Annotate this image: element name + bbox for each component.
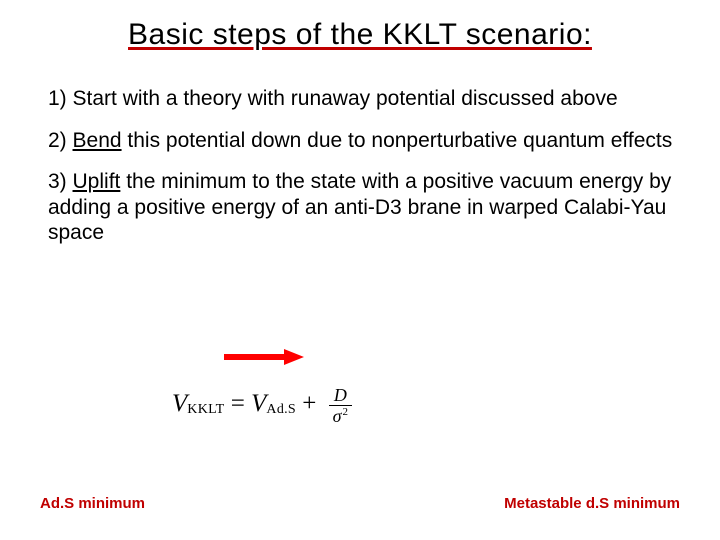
step-2-text: this potential down due to nonperturbati… [122, 129, 673, 152]
step-3-keyword: Uplift [73, 170, 121, 193]
eq-plus: + [296, 390, 323, 417]
equation: VKKLT = VAd.S + Dσ2 [172, 386, 352, 425]
eq-fraction: Dσ2 [329, 386, 352, 425]
red-arrow-icon [222, 348, 304, 371]
eq-V1: V [172, 390, 187, 417]
step-2: 2) Bend this potential down due to nonpe… [40, 128, 680, 154]
step-3-num: 3) [48, 170, 73, 193]
bottom-left-label: Ad.S minimum [40, 495, 145, 512]
eq-sub-kklt: KKLT [187, 402, 224, 417]
bottom-labels: Ad.S minimum Metastable d.S minimum [40, 495, 680, 512]
step-3-text: the minimum to the state with a positive… [48, 170, 671, 244]
step-1-text: Start with a theory with runaway potenti… [67, 87, 618, 110]
eq-frac-den-sup: 2 [343, 406, 349, 418]
eq-sub-ads: Ad.S [266, 402, 296, 417]
step-2-num: 2) [48, 129, 73, 152]
step-2-keyword: Bend [73, 129, 122, 152]
slide-root: Basic steps of the KKLT scenario: 1) Sta… [0, 0, 720, 540]
page-title: Basic steps of the KKLT scenario: [40, 18, 680, 52]
step-1-num: 1) [48, 87, 67, 110]
eq-equals: = [225, 390, 252, 417]
step-1: 1) Start with a theory with runaway pote… [40, 86, 680, 112]
eq-frac-den: σ2 [329, 406, 352, 425]
eq-frac-den-sym: σ [333, 406, 342, 426]
eq-frac-num: D [329, 386, 352, 406]
eq-V2: V [251, 390, 266, 417]
step-3: 3) Uplift the minimum to the state with … [40, 169, 680, 246]
bottom-right-label: Metastable d.S minimum [504, 495, 680, 512]
